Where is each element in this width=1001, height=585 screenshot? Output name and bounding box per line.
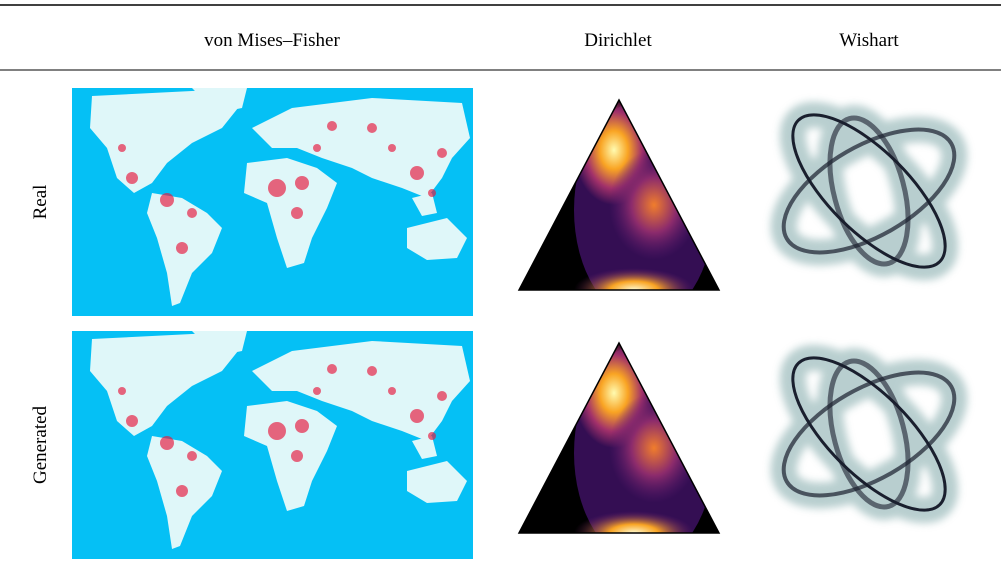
row-label: Real [30,185,51,220]
map-real [72,88,473,316]
row-label: Generated [30,405,51,484]
column-header: von Mises–Fisher [204,30,340,51]
map-generated [72,331,473,559]
wishart-real [764,92,974,290]
wishart-generated [764,335,974,533]
column-header: Dirichlet [584,30,652,51]
dirichlet-real [519,95,719,320]
column-header: Wishart [839,30,899,51]
dirichlet-generated [519,338,719,563]
